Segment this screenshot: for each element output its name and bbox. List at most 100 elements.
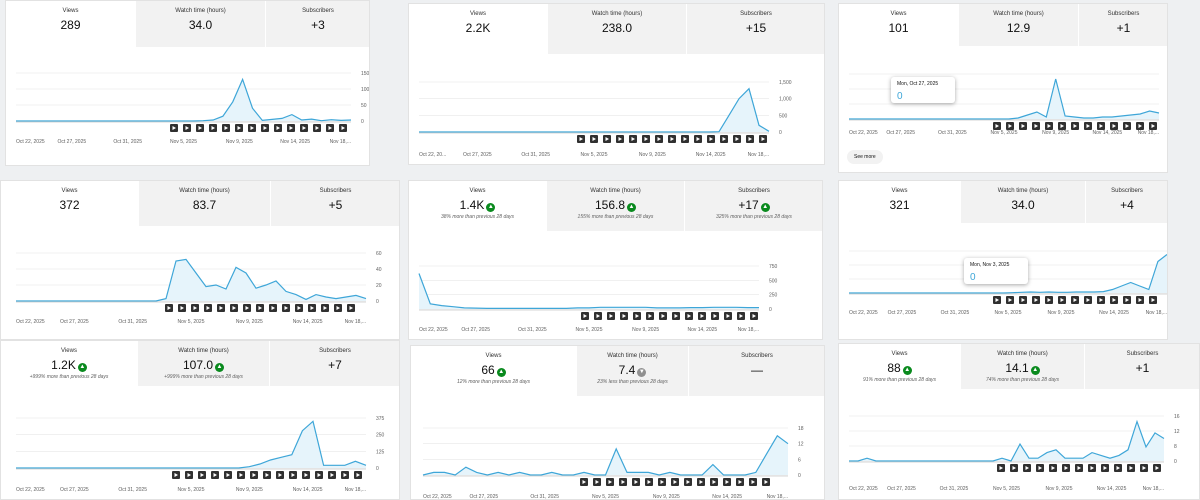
- series-line[interactable]: [16, 77, 352, 122]
- video-marker-icon[interactable]: [1140, 464, 1148, 472]
- video-marker-icon[interactable]: [1071, 296, 1079, 304]
- video-marker-icon[interactable]: [580, 478, 588, 486]
- metric-tab-views[interactable]: Views 2.2K: [409, 4, 548, 54]
- metric-tab-subscribers[interactable]: Subscribers +7: [270, 341, 399, 386]
- video-marker-icon[interactable]: [1058, 122, 1066, 130]
- video-marker-icon[interactable]: [759, 135, 767, 143]
- series-line[interactable]: [419, 87, 770, 133]
- video-marker-icon[interactable]: [287, 124, 295, 132]
- metric-tab-watch-time-hours[interactable]: Watch time (hours) 7.4 ▼ 23% less than prev…: [577, 346, 689, 396]
- metric-tab-subscribers[interactable]: Subscribers +3: [266, 1, 369, 47]
- metric-tab-watch-time-hours[interactable]: Watch time (hours) 12.9: [959, 4, 1079, 46]
- metric-tab-subscribers[interactable]: Subscribers +4: [1086, 181, 1167, 223]
- metric-tab-subscribers[interactable]: Subscribers +15: [687, 4, 824, 54]
- metric-tab-watch-time-hours[interactable]: Watch time (hours) 14.1 ▲ 74% more than pre…: [961, 344, 1085, 389]
- video-marker-icon[interactable]: [997, 464, 1005, 472]
- video-marker-icon[interactable]: [248, 124, 256, 132]
- video-marker-icon[interactable]: [671, 478, 679, 486]
- metric-tab-watch-time-hours[interactable]: Watch time (hours) 156.8 ▲ 155% more than p…: [547, 181, 685, 231]
- video-marker-icon[interactable]: [746, 135, 754, 143]
- video-marker-icon[interactable]: [603, 135, 611, 143]
- video-marker-icon[interactable]: [1110, 296, 1118, 304]
- video-marker-icon[interactable]: [1032, 122, 1040, 130]
- video-marker-icon[interactable]: [334, 304, 342, 312]
- video-marker-icon[interactable]: [302, 471, 310, 479]
- video-marker-icon[interactable]: [191, 304, 199, 312]
- video-marker-icon[interactable]: [724, 312, 732, 320]
- metric-tab-views[interactable]: Views 372: [1, 181, 139, 226]
- video-marker-icon[interactable]: [341, 471, 349, 479]
- video-marker-icon[interactable]: [1136, 296, 1144, 304]
- video-marker-icon[interactable]: [1045, 296, 1053, 304]
- video-marker-icon[interactable]: [577, 135, 585, 143]
- video-marker-icon[interactable]: [1019, 296, 1027, 304]
- video-marker-icon[interactable]: [308, 304, 316, 312]
- video-marker-icon[interactable]: [354, 471, 362, 479]
- metric-tab-watch-time-hours[interactable]: Watch time (hours) 107.0 ▲ +999% more than …: [138, 341, 270, 386]
- video-marker-icon[interactable]: [659, 312, 667, 320]
- metric-tab-views[interactable]: Views 289: [6, 1, 136, 47]
- metric-tab-subscribers[interactable]: Subscribers —: [689, 346, 824, 396]
- video-marker-icon[interactable]: [607, 312, 615, 320]
- video-marker-icon[interactable]: [645, 478, 653, 486]
- metric-tab-views[interactable]: Views 1.2K ▲ +999% more than previous 28 da…: [1, 341, 138, 386]
- video-marker-icon[interactable]: [1036, 464, 1044, 472]
- video-marker-icon[interactable]: [1075, 464, 1083, 472]
- video-marker-icon[interactable]: [326, 124, 334, 132]
- video-marker-icon[interactable]: [723, 478, 731, 486]
- video-marker-icon[interactable]: [209, 124, 217, 132]
- video-marker-icon[interactable]: [282, 304, 290, 312]
- video-marker-icon[interactable]: [235, 124, 243, 132]
- video-marker-icon[interactable]: [1088, 464, 1096, 472]
- series-line[interactable]: [849, 419, 1165, 462]
- video-marker-icon[interactable]: [1032, 296, 1040, 304]
- video-marker-icon[interactable]: [681, 135, 689, 143]
- video-marker-icon[interactable]: [1136, 122, 1144, 130]
- video-marker-icon[interactable]: [733, 135, 741, 143]
- video-marker-icon[interactable]: [750, 312, 758, 320]
- video-marker-icon[interactable]: [237, 471, 245, 479]
- video-marker-icon[interactable]: [243, 304, 251, 312]
- video-marker-icon[interactable]: [749, 478, 757, 486]
- metric-tab-views[interactable]: Views 1.4K ▲ 38% more than previous 28 days: [409, 181, 547, 231]
- series-line[interactable]: [16, 420, 367, 469]
- metric-tab-watch-time-hours[interactable]: Watch time (hours) 83.7: [139, 181, 271, 226]
- video-marker-icon[interactable]: [172, 471, 180, 479]
- video-marker-icon[interactable]: [217, 304, 225, 312]
- video-marker-icon[interactable]: [261, 124, 269, 132]
- video-marker-icon[interactable]: [1019, 122, 1027, 130]
- video-marker-icon[interactable]: [711, 312, 719, 320]
- video-marker-icon[interactable]: [165, 304, 173, 312]
- video-marker-icon[interactable]: [993, 122, 1001, 130]
- series-line[interactable]: [16, 258, 367, 302]
- metric-tab-subscribers[interactable]: Subscribers +1: [1079, 4, 1167, 46]
- video-marker-icon[interactable]: [274, 124, 282, 132]
- metric-tab-subscribers[interactable]: Subscribers +1: [1085, 344, 1199, 389]
- video-marker-icon[interactable]: [710, 478, 718, 486]
- series-line[interactable]: [418, 273, 759, 309]
- video-marker-icon[interactable]: [672, 312, 680, 320]
- video-marker-icon[interactable]: [321, 304, 329, 312]
- video-marker-icon[interactable]: [619, 478, 627, 486]
- video-marker-icon[interactable]: [762, 478, 770, 486]
- metric-tab-subscribers[interactable]: Subscribers +5: [271, 181, 399, 226]
- video-marker-icon[interactable]: [642, 135, 650, 143]
- video-marker-icon[interactable]: [606, 478, 614, 486]
- metric-tab-watch-time-hours[interactable]: Watch time (hours) 238.0: [548, 4, 687, 54]
- video-marker-icon[interactable]: [593, 478, 601, 486]
- video-marker-icon[interactable]: [616, 135, 624, 143]
- video-marker-icon[interactable]: [300, 124, 308, 132]
- video-marker-icon[interactable]: [658, 478, 666, 486]
- video-marker-icon[interactable]: [1084, 122, 1092, 130]
- video-marker-icon[interactable]: [315, 471, 323, 479]
- video-marker-icon[interactable]: [629, 135, 637, 143]
- video-marker-icon[interactable]: [736, 478, 744, 486]
- video-marker-icon[interactable]: [655, 135, 663, 143]
- video-marker-icon[interactable]: [263, 471, 271, 479]
- video-marker-icon[interactable]: [581, 312, 589, 320]
- video-marker-icon[interactable]: [170, 124, 178, 132]
- video-marker-icon[interactable]: [697, 478, 705, 486]
- video-marker-icon[interactable]: [632, 478, 640, 486]
- video-marker-icon[interactable]: [1149, 296, 1157, 304]
- video-marker-icon[interactable]: [1006, 296, 1014, 304]
